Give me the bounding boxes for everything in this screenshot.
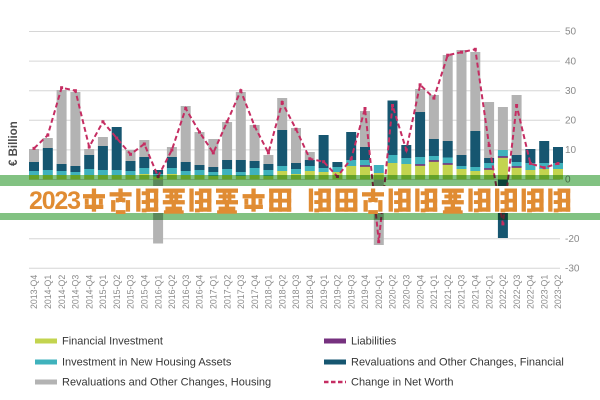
svg-text:2021-Q2: 2021-Q2 <box>443 275 453 309</box>
svg-text:40: 40 <box>565 56 577 67</box>
svg-text:2016-Q1: 2016-Q1 <box>153 275 163 309</box>
svg-text:2015-Q2: 2015-Q2 <box>112 275 122 309</box>
svg-text:-30: -30 <box>565 264 580 275</box>
svg-text:2014-Q4: 2014-Q4 <box>84 275 94 309</box>
svg-text:2021-Q4: 2021-Q4 <box>471 275 481 309</box>
svg-text:Liabilities: Liabilities <box>351 336 397 348</box>
svg-text:2022-Q3: 2022-Q3 <box>512 275 522 309</box>
svg-text:Revaluations and Other Changes: Revaluations and Other Changes, Financia… <box>351 357 564 369</box>
svg-text:2019-Q1: 2019-Q1 <box>319 275 329 309</box>
svg-text:2023-Q1: 2023-Q1 <box>539 275 549 309</box>
svg-text:2013-Q4: 2013-Q4 <box>29 275 39 309</box>
svg-text:€ Billion: € Billion <box>8 121 20 166</box>
svg-text:2021-Q1: 2021-Q1 <box>429 275 439 309</box>
svg-text:2014-Q2: 2014-Q2 <box>57 275 67 309</box>
svg-text:2019-Q2: 2019-Q2 <box>333 275 343 309</box>
svg-text:2020-Q3: 2020-Q3 <box>402 275 412 309</box>
svg-text:2015-Q1: 2015-Q1 <box>98 275 108 309</box>
svg-text:2023: 2023 <box>29 187 80 215</box>
svg-text:20: 20 <box>565 116 577 127</box>
svg-text:50: 50 <box>565 27 577 38</box>
svg-text:2022-Q4: 2022-Q4 <box>526 275 536 309</box>
svg-text:2018-Q2: 2018-Q2 <box>277 275 287 309</box>
svg-text:2016-Q2: 2016-Q2 <box>167 275 177 309</box>
svg-text:10: 10 <box>565 145 577 156</box>
svg-text:2015-Q3: 2015-Q3 <box>126 275 136 309</box>
svg-text:2014-Q1: 2014-Q1 <box>43 275 53 309</box>
svg-text:2017-Q4: 2017-Q4 <box>250 275 260 309</box>
svg-text:2019-Q4: 2019-Q4 <box>360 275 370 309</box>
svg-text:2016-Q3: 2016-Q3 <box>181 275 191 309</box>
svg-text:Investment in New Housing Asse: Investment in New Housing Assets <box>62 357 232 369</box>
svg-text:2020-Q1: 2020-Q1 <box>374 275 384 309</box>
svg-text:2021-Q3: 2021-Q3 <box>457 275 467 309</box>
svg-text:2017-Q2: 2017-Q2 <box>222 275 232 309</box>
svg-text:2018-Q4: 2018-Q4 <box>305 275 315 309</box>
svg-text:2022-Q1: 2022-Q1 <box>484 275 494 309</box>
svg-text:-20: -20 <box>565 234 580 245</box>
svg-text:2017-Q3: 2017-Q3 <box>236 275 246 309</box>
svg-text:2018-Q3: 2018-Q3 <box>291 275 301 309</box>
svg-text:2017-Q1: 2017-Q1 <box>209 275 219 309</box>
svg-text:2016-Q4: 2016-Q4 <box>195 275 205 309</box>
svg-text:2015-Q4: 2015-Q4 <box>140 275 150 309</box>
svg-text:2020-Q2: 2020-Q2 <box>388 275 398 309</box>
svg-text:2020-Q4: 2020-Q4 <box>415 275 425 309</box>
svg-text:30: 30 <box>565 86 577 97</box>
svg-text:2022-Q2: 2022-Q2 <box>498 275 508 309</box>
svg-text:Financial Investment: Financial Investment <box>62 336 163 348</box>
svg-text:Change in Net Worth: Change in Net Worth <box>351 377 454 389</box>
svg-text:2018-Q1: 2018-Q1 <box>264 275 274 309</box>
svg-text:Revaluations and Other Changes: Revaluations and Other Changes, Housing <box>62 377 271 389</box>
svg-text:2019-Q3: 2019-Q3 <box>346 275 356 309</box>
svg-text:2014-Q3: 2014-Q3 <box>71 275 81 309</box>
svg-text:2023-Q2: 2023-Q2 <box>553 275 563 309</box>
